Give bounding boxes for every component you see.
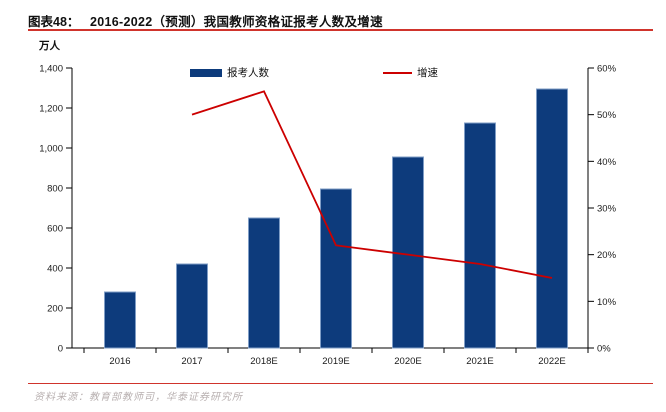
- x-axis-category-label: 2016: [109, 356, 130, 367]
- legend-item-line: 增速: [383, 65, 438, 80]
- bar-2021E: [464, 122, 496, 349]
- bar-2017: [176, 263, 208, 349]
- right-axis-tick-label: 20%: [597, 250, 617, 261]
- x-axis-category-label: 2022E: [538, 356, 565, 367]
- line-swatch-icon: [383, 71, 412, 74]
- bar-2016: [104, 291, 136, 349]
- bar-2019E: [320, 188, 352, 349]
- left-axis-tick-label: 600: [47, 224, 63, 235]
- x-axis-category-label: 2019E: [322, 356, 349, 367]
- left-axis-tick-label: 0: [58, 344, 63, 355]
- right-axis-tick-label: 30%: [597, 204, 617, 215]
- figure-number-label: 图表48：: [28, 15, 80, 29]
- left-axis-unit-label: 万人: [39, 40, 60, 52]
- left-axis-tick-label: 1,200: [39, 104, 63, 115]
- legend-bar-label: 报考人数: [227, 67, 269, 79]
- title-divider: [28, 29, 653, 31]
- legend-item-bar: 报考人数: [190, 65, 269, 80]
- bar-2022E: [536, 88, 568, 349]
- right-axis-tick-label: 60%: [597, 64, 617, 75]
- source-text: 资料来源：教育部教师司，华泰证券研究所: [34, 392, 243, 403]
- right-axis-tick-label: 10%: [597, 297, 617, 308]
- right-axis-tick-label: 50%: [597, 110, 617, 121]
- x-axis-category-label: 2020E: [394, 356, 421, 367]
- left-axis-tick-label: 1,400: [39, 64, 63, 75]
- right-axis-tick-label: 0%: [597, 344, 611, 355]
- left-axis-tick-label: 200: [47, 304, 63, 315]
- left-axis-tick-label: 1,000: [39, 144, 63, 155]
- right-axis-tick-label: 40%: [597, 157, 617, 168]
- growth-line: [191, 90, 553, 279]
- left-axis-tick-label: 800: [47, 184, 63, 195]
- legend-line-label: 增速: [417, 67, 438, 79]
- bar-2018E: [248, 217, 280, 349]
- source-divider: [28, 383, 653, 384]
- left-axis-tick-label: 400: [47, 264, 63, 275]
- bar-swatch-icon: [190, 68, 222, 77]
- x-axis-category-label: 2021E: [466, 356, 493, 367]
- page-title: 2016-2022（预测）我国教师资格证报考人数及增速: [90, 15, 383, 29]
- x-axis-category-label: 2017: [181, 356, 202, 367]
- x-axis-category-label: 2018E: [250, 356, 277, 367]
